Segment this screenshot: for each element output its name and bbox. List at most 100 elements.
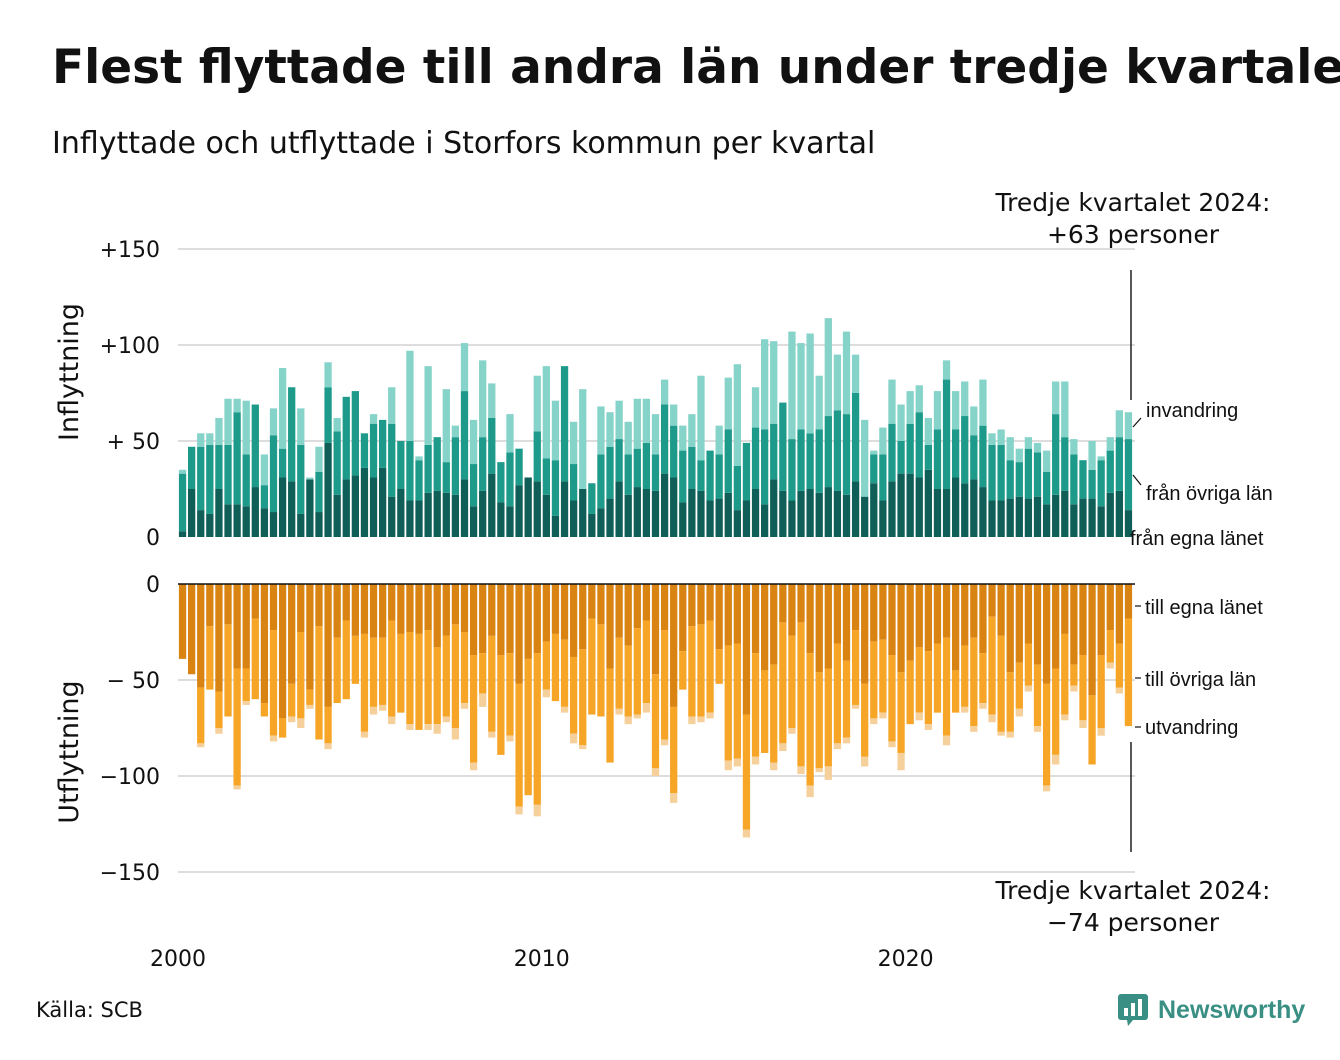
bar-from-other-counties xyxy=(906,423,914,474)
bar-to-other-counties xyxy=(624,645,632,717)
bar-from-other-counties xyxy=(688,446,696,489)
bar-from-other-counties xyxy=(870,454,878,484)
bar-to-own-county xyxy=(933,584,942,644)
bar-immigration xyxy=(488,383,496,418)
bar-immigration xyxy=(324,362,332,388)
bar-from-own-county xyxy=(897,473,905,537)
bar-from-own-county xyxy=(560,481,569,537)
bar-from-own-county xyxy=(488,473,496,537)
bar-immigration xyxy=(1033,442,1042,453)
bar-emigration xyxy=(306,704,314,709)
bar-from-other-counties xyxy=(888,423,896,482)
bar-from-own-county xyxy=(861,496,869,537)
bar-to-own-county xyxy=(397,584,405,634)
bar-to-other-counties xyxy=(497,655,505,755)
bar-to-other-counties xyxy=(469,655,478,763)
bar-from-other-counties xyxy=(788,439,796,501)
bar-to-other-counties xyxy=(970,637,978,727)
bar-from-own-county xyxy=(870,483,878,537)
bar-from-other-counties xyxy=(388,423,396,497)
bar-from-other-counties xyxy=(715,454,723,499)
bar-from-other-counties xyxy=(660,404,669,474)
bar-from-own-county xyxy=(761,504,769,537)
bar-to-other-counties xyxy=(442,635,450,717)
bar-immigration xyxy=(479,360,487,438)
bar-to-other-counties xyxy=(997,635,1005,732)
bar-from-own-county xyxy=(497,502,505,537)
bar-to-other-counties xyxy=(761,670,769,753)
bar-immigration xyxy=(761,339,769,430)
y-tick-label: −150 xyxy=(100,861,160,886)
brand-logo: Newsworthy xyxy=(1118,994,1305,1026)
bar-from-own-county xyxy=(970,479,978,537)
bar-to-own-county xyxy=(479,584,487,654)
bar-emigration xyxy=(1115,687,1123,694)
bar-to-own-county xyxy=(497,584,505,656)
bar-from-own-county xyxy=(851,481,860,537)
bar-to-other-counties xyxy=(770,664,778,763)
bar-to-other-counties xyxy=(560,639,569,707)
bar-from-own-county xyxy=(315,512,323,537)
bar-to-own-county xyxy=(742,584,751,715)
bar-to-other-counties xyxy=(460,632,469,704)
bar-to-own-county xyxy=(870,584,878,642)
bar-emigration xyxy=(897,752,905,771)
bar-emigration xyxy=(269,735,278,742)
bar-to-own-county xyxy=(533,584,541,654)
bar-to-other-counties xyxy=(842,660,851,738)
bar-to-own-county xyxy=(542,584,550,642)
bar-to-other-counties xyxy=(360,633,369,732)
bar-to-other-counties xyxy=(379,637,387,705)
bar-from-other-counties xyxy=(751,427,760,489)
x-tick-label: 2000 xyxy=(150,947,206,972)
bar-from-other-counties xyxy=(924,444,932,470)
bar-emigration xyxy=(851,704,860,709)
y-tick-label: +150 xyxy=(100,238,160,263)
bar-from-other-counties xyxy=(942,379,951,489)
bar-from-own-county xyxy=(1052,494,1060,537)
bar-from-own-county xyxy=(479,490,487,537)
bar-from-other-counties xyxy=(360,433,369,468)
y-axis-label-inflow: Inflyttning xyxy=(54,303,85,441)
bar-immigration xyxy=(888,379,896,424)
bar-from-own-county xyxy=(351,475,359,537)
bar-to-own-county xyxy=(815,584,823,673)
bar-from-other-counties xyxy=(1070,454,1078,505)
bar-from-own-county xyxy=(533,481,541,537)
bar-to-other-counties xyxy=(751,653,760,757)
label-leader-invandring xyxy=(1132,417,1142,428)
bar-to-other-counties xyxy=(724,645,732,761)
bar-emigration xyxy=(751,756,760,765)
bar-from-other-counties xyxy=(206,444,214,514)
bar-from-other-counties xyxy=(215,444,223,489)
bar-from-own-county xyxy=(324,442,332,537)
bar-emigration xyxy=(970,726,978,732)
bar-to-other-counties xyxy=(642,620,651,704)
bar-emigration xyxy=(406,724,414,730)
bar-from-own-county xyxy=(815,492,823,537)
bar-from-other-counties xyxy=(497,462,505,503)
bar-from-own-county xyxy=(806,489,814,537)
bar-to-own-county xyxy=(1061,584,1069,634)
bar-from-own-county xyxy=(651,490,660,537)
bar-to-own-county xyxy=(660,584,669,631)
bar-to-own-county xyxy=(942,584,951,638)
bar-emigration xyxy=(624,716,632,725)
bar-from-other-counties xyxy=(406,441,414,501)
bar-immigration xyxy=(260,454,269,486)
bar-to-own-county xyxy=(369,584,378,638)
bar-to-other-counties xyxy=(342,620,350,700)
bar-immigration xyxy=(306,477,314,480)
bar-immigration xyxy=(278,368,287,449)
bar-immigration xyxy=(806,333,814,434)
bar-to-own-county xyxy=(324,584,332,707)
bar-to-other-counties xyxy=(788,635,796,728)
bar-from-other-counties xyxy=(333,431,341,495)
bar-from-other-counties xyxy=(488,417,496,474)
bar-immigration xyxy=(724,377,732,430)
bar-to-own-county xyxy=(997,584,1005,636)
bar-immigration xyxy=(733,364,741,466)
bar-from-other-counties xyxy=(178,473,187,532)
bar-from-other-counties xyxy=(651,454,660,491)
